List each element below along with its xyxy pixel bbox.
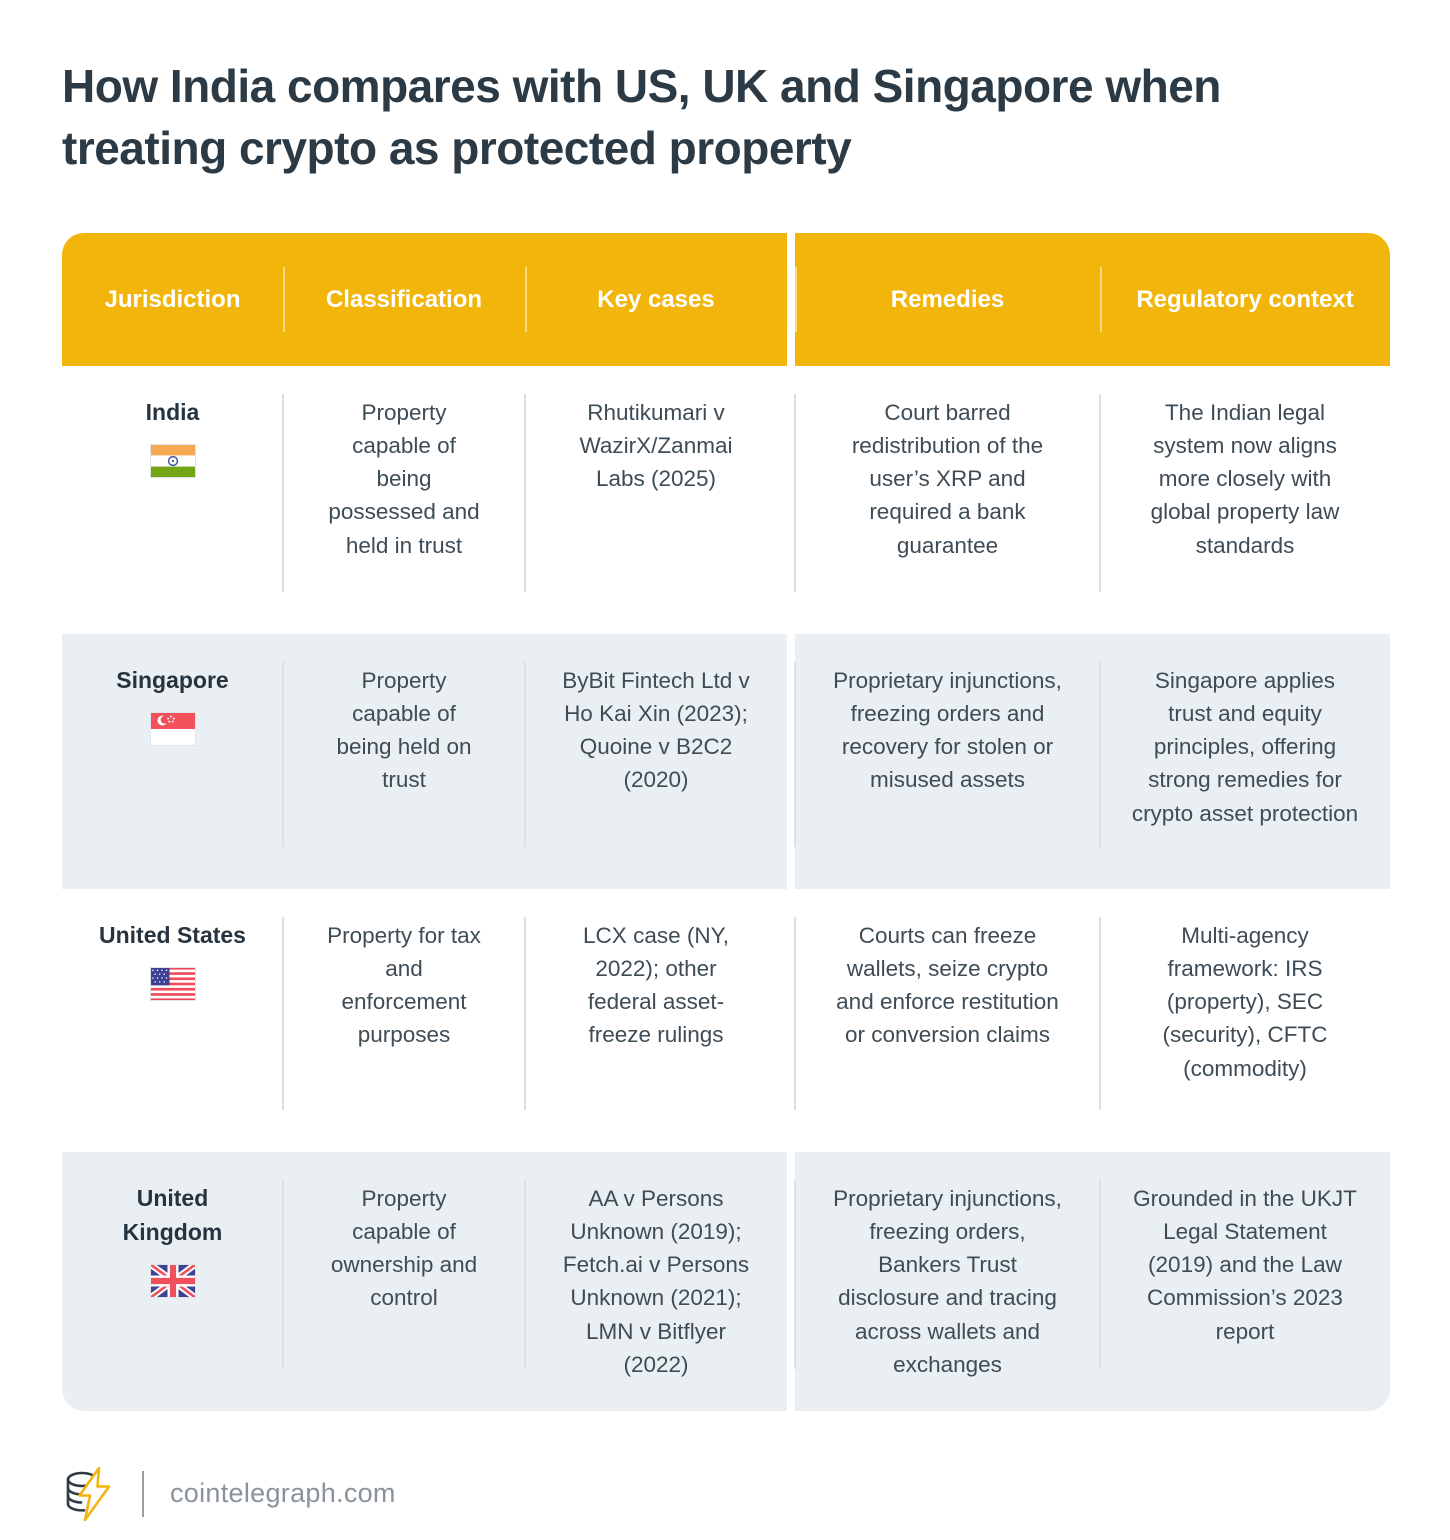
table-row-united-kingdom: United Kingdom Property capable of owner…	[62, 1152, 1390, 1411]
page-title: How India compares with US, UK and Singa…	[62, 60, 1221, 174]
regulatory-context-cell: Multi-agency framework: IRS (property), …	[1099, 889, 1390, 1152]
column-header-regulatory-context: Regulatory context	[1100, 233, 1390, 367]
jurisdiction-name: Singapore	[116, 667, 229, 694]
comparison-table: Jurisdiction Classification Key cases Re…	[62, 233, 1390, 1411]
regulatory-context-cell: Singapore applies trust and equity princ…	[1099, 634, 1390, 890]
jurisdiction-cell: India	[62, 366, 283, 634]
cointelegraph-coin-bolt-logo-icon	[62, 1466, 118, 1521]
remedies-cell: Courts can freeze wallets, seize crypto …	[794, 889, 1100, 1152]
remedies-cell: Court barred redistribution of the user’…	[794, 366, 1100, 634]
column-header-jurisdiction: Jurisdiction	[62, 233, 283, 367]
footer-divider	[142, 1470, 144, 1517]
regulatory-context-cell: Grounded in the UKJT Legal Statement (20…	[1099, 1152, 1390, 1411]
key-cases-cell: LCX case (NY, 2022); other federal asset…	[524, 889, 787, 1152]
classification-cell: Property capable of ownership and contro…	[282, 1152, 525, 1411]
table-header-row: Jurisdiction Classification Key cases Re…	[62, 233, 1390, 367]
jurisdiction-cell: United Kingdom	[62, 1152, 283, 1411]
singapore-flag-icon	[149, 712, 196, 747]
column-header-classification: Classification	[283, 233, 525, 367]
table-row-singapore: Singapore Propert	[62, 634, 1390, 890]
regulatory-context-cell: The Indian legal system now aligns more …	[1099, 366, 1390, 634]
remedies-cell: Proprietary injunctions, freezing orders…	[794, 634, 1100, 890]
jurisdiction-cell: United States	[62, 889, 283, 1152]
jurisdiction-cell: Singapore	[62, 634, 283, 890]
key-cases-cell: Rhutikumari v WazirX/Zanmai Labs (2025)	[524, 366, 787, 634]
table-row-united-states: United States	[62, 889, 1390, 1152]
classification-cell: Property capable of being held on trust	[282, 634, 525, 890]
jurisdiction-name: United States	[99, 922, 246, 949]
uk-flag-icon	[147, 1261, 198, 1301]
key-cases-cell: AA v Persons Unknown (2019); Fetch.ai v …	[524, 1152, 787, 1411]
jurisdiction-name: United Kingdom	[122, 1185, 223, 1246]
remedies-cell: Proprietary injunctions, freezing orders…	[794, 1152, 1100, 1411]
footer: cointelegraph.com	[62, 1466, 1390, 1521]
jurisdiction-name: India	[145, 399, 200, 426]
column-gap	[787, 233, 795, 366]
india-flag-icon	[149, 444, 196, 479]
us-flag-icon	[149, 967, 196, 1002]
key-cases-cell: ByBit Fintech Ltd v Ho Kai Xin (2023); Q…	[524, 634, 787, 890]
classification-cell: Property for tax and enforcement purpose…	[282, 889, 525, 1152]
source-text: cointelegraph.com	[170, 1478, 396, 1509]
column-header-key-cases: Key cases	[525, 233, 787, 367]
table-row-india: India Property capable of being possesse…	[62, 366, 1390, 634]
column-header-remedies: Remedies	[795, 233, 1100, 367]
classification-cell: Property capable of being possessed and …	[282, 366, 525, 634]
